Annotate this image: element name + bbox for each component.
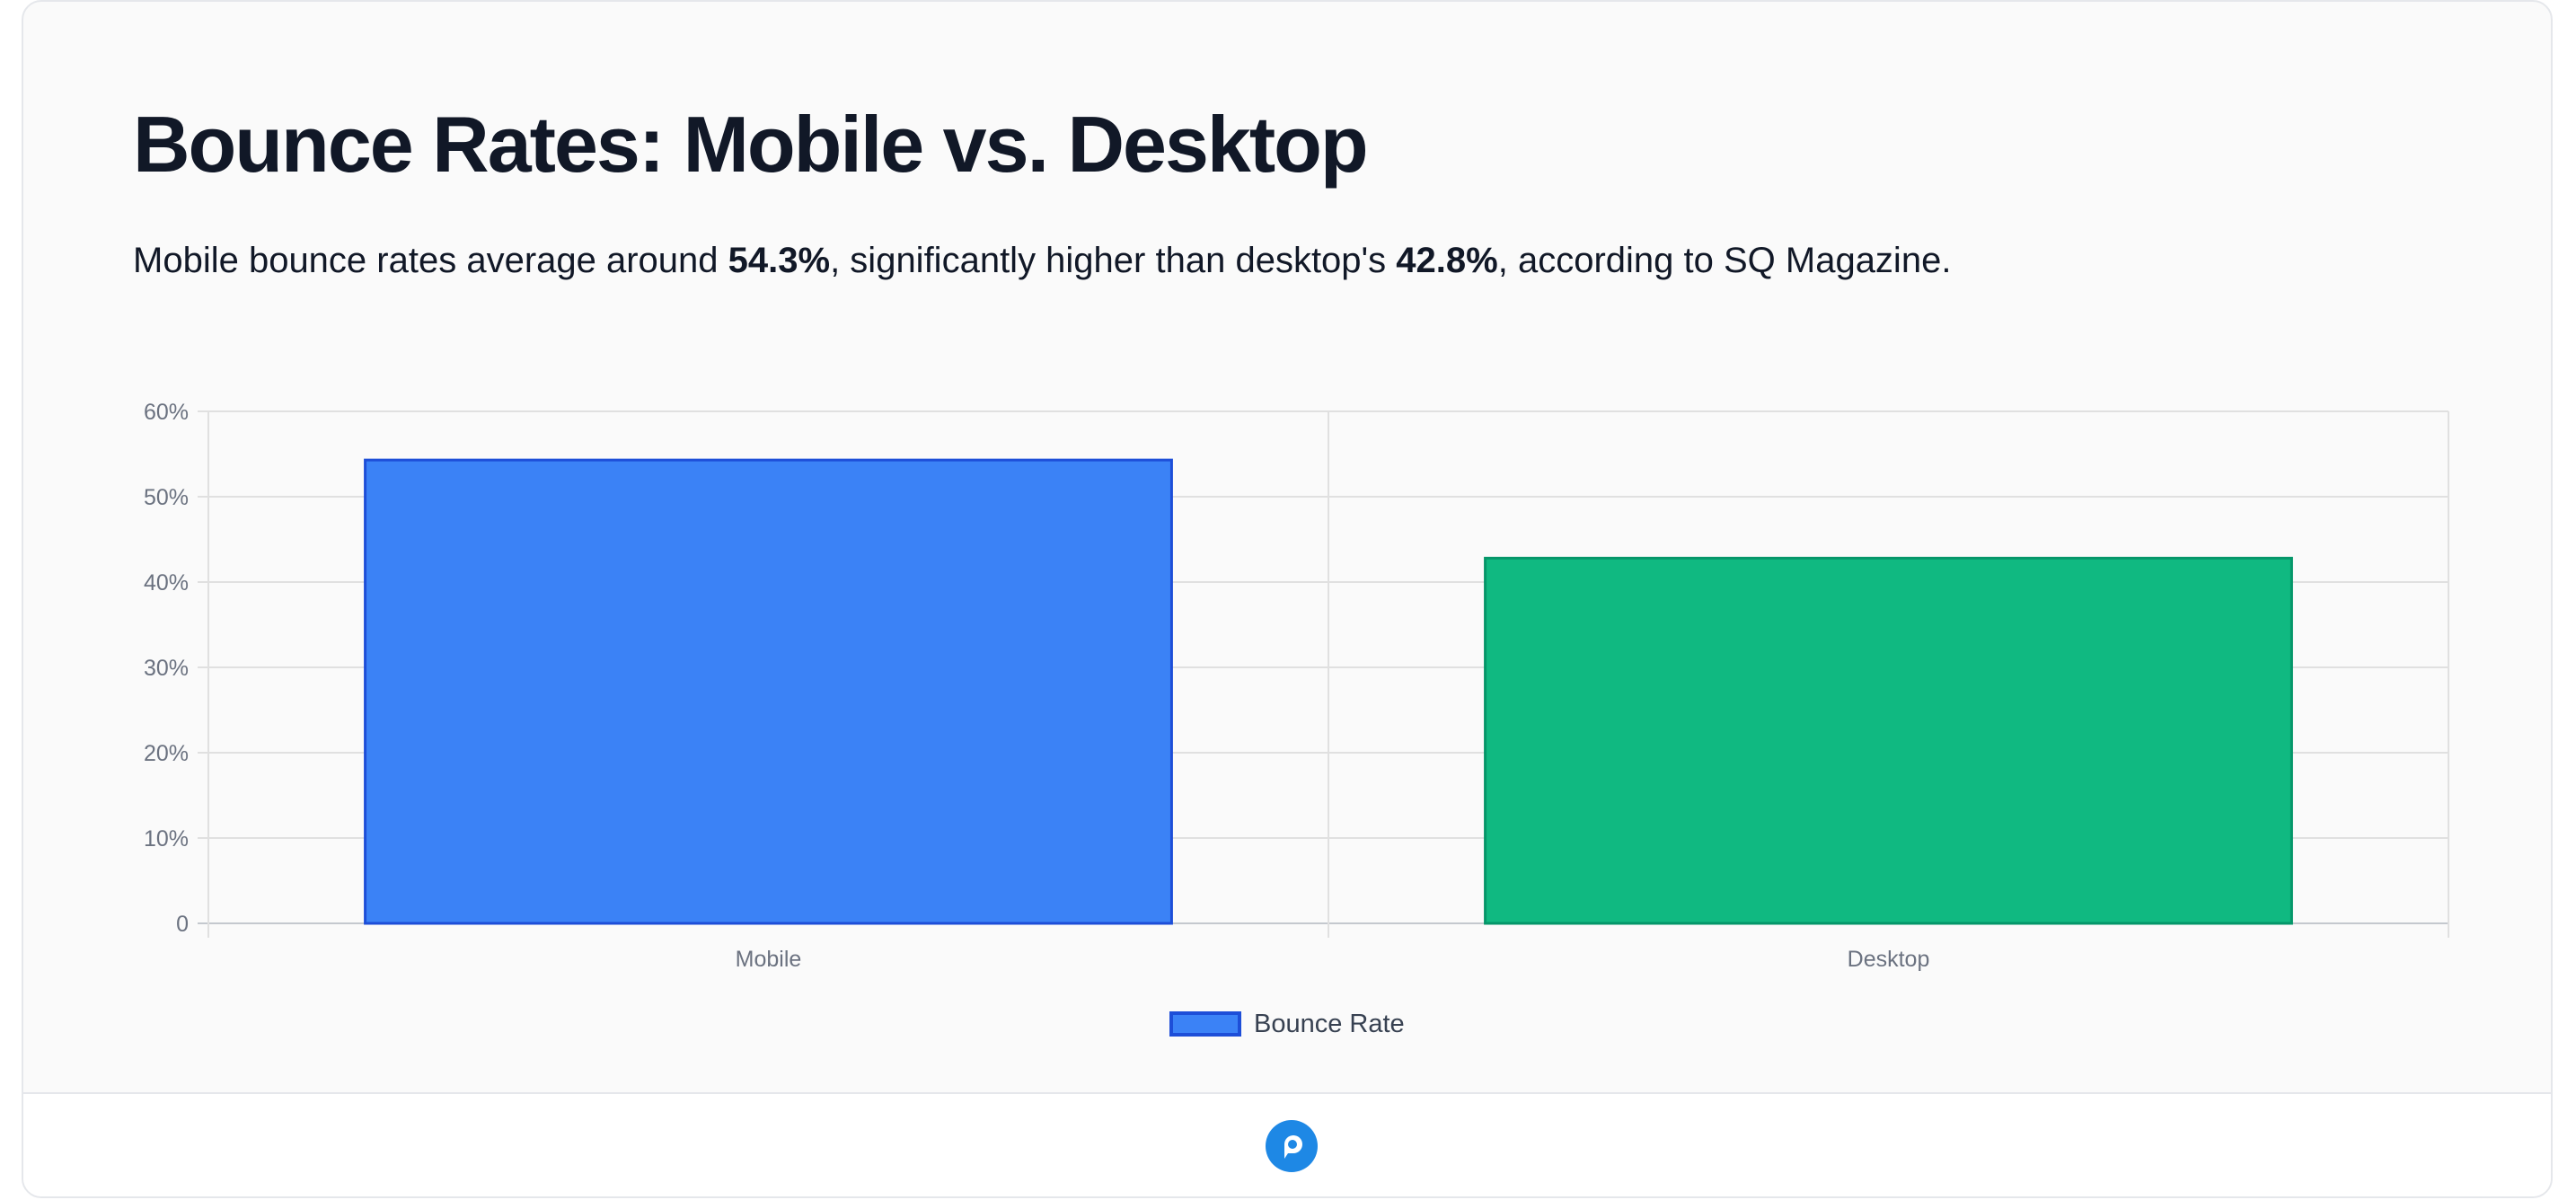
chat-bubble-logo-icon <box>1266 1120 1318 1172</box>
y-tick-label: 0 <box>176 912 189 937</box>
x-tick-label: Mobile <box>736 947 802 972</box>
y-tick-label: 10% <box>144 826 189 851</box>
y-tick-label: 30% <box>144 656 189 681</box>
page-subtitle: Mobile bounce rates average around 54.3%… <box>133 237 1951 284</box>
subtitle-text-end: , according to SQ Magazine. <box>1497 241 1952 280</box>
bar-chart: 0 10% 20% 30% 40% 50% 60% Mobile Desktop <box>144 400 2449 972</box>
footer <box>23 1092 2551 1196</box>
chart-card: Bounce Rates: Mobile vs. Desktop Mobile … <box>22 0 2553 1198</box>
mobile-rate-highlight: 54.3% <box>728 241 831 280</box>
legend-swatch <box>1169 1011 1241 1037</box>
subtitle-text-middle: , significantly higher than desktop's <box>830 241 1397 280</box>
y-tick-label: 60% <box>144 400 189 425</box>
subtitle-text-start: Mobile bounce rates average around <box>133 241 728 280</box>
x-tick-label: Desktop <box>1848 947 1930 972</box>
bar-desktop <box>1484 556 2293 925</box>
y-tick-label: 20% <box>144 741 189 766</box>
bar-mobile <box>364 458 1173 925</box>
desktop-rate-highlight: 42.8% <box>1396 241 1498 280</box>
page-title: Bounce Rates: Mobile vs. Desktop <box>133 100 1369 189</box>
chart-legend[interactable]: Bounce Rate <box>1169 1008 1405 1040</box>
legend-label: Bounce Rate <box>1254 1009 1405 1038</box>
y-tick-label: 50% <box>144 485 189 510</box>
y-tick-label: 40% <box>144 570 189 596</box>
